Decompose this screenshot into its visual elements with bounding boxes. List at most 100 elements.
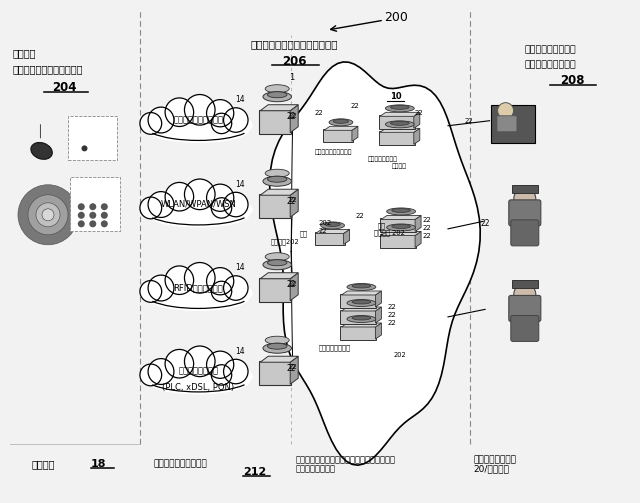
Ellipse shape [144, 110, 253, 140]
Circle shape [36, 203, 60, 227]
Ellipse shape [392, 208, 410, 212]
Polygon shape [381, 215, 421, 219]
Ellipse shape [268, 260, 287, 266]
Circle shape [211, 365, 232, 385]
Polygon shape [352, 126, 358, 141]
Text: アクセスネットワーク: アクセスネットワーク [154, 459, 207, 468]
Text: 22: 22 [481, 219, 490, 228]
Text: 22: 22 [388, 320, 397, 326]
Text: 206: 206 [282, 55, 307, 68]
Polygon shape [269, 62, 480, 465]
Ellipse shape [347, 315, 376, 322]
Text: 208: 208 [561, 74, 585, 87]
Circle shape [78, 212, 84, 219]
FancyBboxPatch shape [70, 177, 120, 231]
Polygon shape [290, 189, 298, 217]
Ellipse shape [392, 224, 410, 228]
Ellipse shape [387, 208, 415, 215]
Text: WLAN/WPAN/WSN: WLAN/WPAN/WSN [161, 200, 236, 209]
Ellipse shape [31, 142, 52, 159]
FancyBboxPatch shape [497, 116, 517, 132]
Polygon shape [341, 307, 381, 311]
Text: 14: 14 [235, 95, 245, 104]
Ellipse shape [268, 176, 287, 182]
Polygon shape [415, 231, 421, 247]
Circle shape [78, 220, 84, 227]
Text: 14: 14 [235, 180, 245, 189]
Ellipse shape [268, 343, 287, 349]
Text: 202: 202 [394, 352, 406, 358]
Circle shape [207, 184, 234, 211]
Ellipse shape [390, 121, 409, 125]
Circle shape [148, 359, 174, 384]
Polygon shape [260, 189, 298, 195]
Circle shape [184, 179, 215, 210]
Ellipse shape [263, 343, 291, 353]
Ellipse shape [263, 176, 291, 186]
Text: 管理: 管理 [378, 222, 385, 229]
Circle shape [101, 212, 108, 219]
Text: 22: 22 [287, 197, 296, 206]
Circle shape [514, 188, 536, 210]
Ellipse shape [333, 119, 349, 123]
Text: ワーク、クラウド: ワーク、クラウド [296, 464, 336, 473]
FancyBboxPatch shape [490, 105, 534, 143]
Text: アプリケーション: アプリケーション [474, 455, 516, 464]
Ellipse shape [352, 300, 371, 304]
Polygon shape [260, 356, 298, 362]
Text: 22: 22 [388, 312, 397, 318]
FancyBboxPatch shape [340, 294, 376, 308]
Circle shape [101, 203, 108, 210]
Circle shape [207, 100, 234, 127]
Text: ケーションドメイン: ケーションドメイン [525, 60, 576, 69]
FancyBboxPatch shape [379, 131, 415, 145]
Text: 22: 22 [288, 197, 297, 203]
Text: 22: 22 [287, 364, 296, 373]
Ellipse shape [325, 222, 340, 226]
FancyBboxPatch shape [509, 295, 541, 321]
Text: 22: 22 [287, 280, 296, 289]
Ellipse shape [144, 278, 253, 308]
Polygon shape [324, 126, 358, 130]
Ellipse shape [263, 260, 291, 270]
Text: 22: 22 [356, 213, 365, 219]
Circle shape [514, 283, 536, 305]
Text: 22: 22 [288, 281, 297, 287]
Polygon shape [376, 307, 381, 323]
Circle shape [90, 203, 96, 210]
Ellipse shape [387, 224, 415, 231]
Circle shape [28, 195, 68, 235]
Text: 22: 22 [415, 110, 424, 116]
Circle shape [42, 209, 54, 221]
FancyBboxPatch shape [511, 220, 539, 246]
Circle shape [140, 364, 162, 386]
Circle shape [148, 107, 174, 133]
Circle shape [140, 197, 162, 219]
Text: 22: 22 [422, 225, 431, 231]
Circle shape [165, 350, 194, 378]
Polygon shape [380, 112, 420, 116]
Text: アプリケーションドメイン: アプリケーションドメイン [13, 64, 83, 74]
Circle shape [140, 281, 162, 302]
Circle shape [223, 359, 248, 384]
Circle shape [165, 98, 194, 126]
Polygon shape [414, 128, 420, 144]
Ellipse shape [263, 92, 291, 102]
Text: 14: 14 [235, 347, 245, 356]
Polygon shape [376, 323, 381, 339]
FancyBboxPatch shape [512, 281, 538, 288]
FancyBboxPatch shape [315, 232, 344, 245]
Polygon shape [260, 273, 298, 279]
Text: 22: 22 [464, 118, 473, 124]
FancyBboxPatch shape [259, 278, 291, 302]
Text: 22: 22 [288, 364, 297, 370]
Ellipse shape [147, 286, 250, 311]
Text: ディレクトリサーバ゛: ディレクトリサーバ゛ [315, 149, 353, 155]
Polygon shape [376, 291, 381, 307]
Circle shape [184, 95, 215, 125]
Circle shape [165, 183, 194, 211]
Circle shape [101, 220, 108, 227]
FancyBboxPatch shape [379, 115, 415, 129]
Text: 22: 22 [314, 110, 323, 116]
Ellipse shape [321, 222, 344, 229]
